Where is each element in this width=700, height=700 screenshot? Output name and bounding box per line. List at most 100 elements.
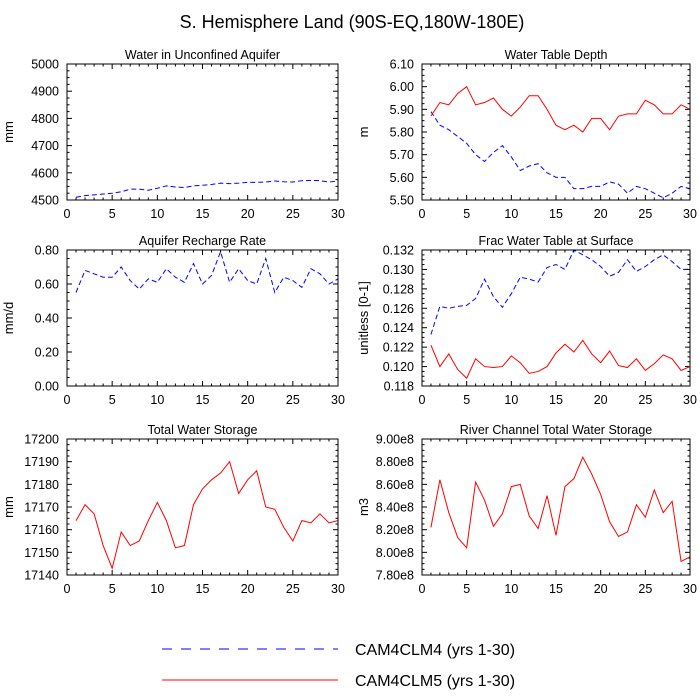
y-tick-label: 8.60e8 (376, 478, 414, 492)
y-tick-label: 6.10 (390, 58, 414, 72)
x-tick-label: 25 (286, 582, 300, 596)
y-tick-label: 5.80 (390, 126, 414, 140)
y-tick-label: 17150 (24, 546, 59, 560)
x-tick-label: 0 (419, 207, 426, 221)
x-tick-label: 15 (196, 207, 210, 221)
x-tick-label: 0 (64, 582, 71, 596)
figure-title: S. Hemisphere Land (90S-EQ,180W-180E) (180, 12, 525, 32)
y-tick-label: 4500 (31, 194, 59, 208)
x-tick-label: 10 (150, 393, 164, 407)
series-line-cam4clm5 (430, 85, 691, 133)
series-line-cam4clm4 (430, 249, 690, 335)
x-tick-label: 30 (683, 582, 697, 596)
x-tick-label: 20 (594, 207, 608, 221)
y-tick-label: 8.20e8 (376, 523, 414, 537)
y-tick-label: 5.50 (390, 194, 414, 208)
y-axis-label: m (356, 127, 371, 138)
y-tick-label: 0.126 (383, 302, 414, 316)
x-tick-label: 20 (241, 207, 255, 221)
x-tick-label: 5 (463, 393, 470, 407)
x-tick-label: 20 (594, 582, 608, 596)
x-tick-label: 30 (331, 207, 345, 221)
x-tick-label: 5 (109, 393, 116, 407)
y-tick-label: 8.00e8 (376, 546, 414, 560)
panel-title: River Channel Total Water Storage (460, 423, 653, 437)
y-tick-label: 7.80e8 (376, 569, 414, 583)
panel-water-table-depth: Water Table Depth m 0 5 10 15 20 25 30 5.50 5.60 5.… (356, 48, 697, 221)
panel-frac-water-table-at-surface: Frac Water Table at Surface unitless [0-1… (356, 234, 697, 407)
plot-frame (66, 63, 339, 201)
x-tick-label: 30 (331, 393, 345, 407)
panel-title: Total Water Storage (147, 423, 257, 437)
panel-title: Water Table Depth (505, 48, 608, 62)
x-tick-label: 15 (549, 207, 563, 221)
panel-aquifer-recharge-rate: Aquifer Recharge Rate mm/d 0 5 10 15 20 25 30 0.0… (1, 234, 345, 407)
x-tick-label: 5 (109, 207, 116, 221)
x-tick-label: 10 (504, 393, 518, 407)
legend-label-cam4clm4: CAM4CLM4 (yrs 1-30) (355, 642, 515, 659)
x-tick-label: 0 (419, 582, 426, 596)
x-tick-label: 5 (109, 582, 116, 596)
plot-frame (66, 438, 339, 576)
y-tick-label: 0.118 (384, 380, 414, 394)
y-tick-label: 17160 (24, 523, 59, 537)
x-tick-label: 0 (64, 393, 71, 407)
panel-water-in-unconfined-aquifer: Water in Unconfined Aquifer mm 0 5 10 15 20 25 3… (1, 48, 345, 221)
x-tick-label: 10 (504, 207, 518, 221)
y-axis-label: unitless [0-1] (356, 281, 371, 355)
y-tick-label: 5.70 (390, 148, 414, 162)
y-tick-label: 0.40 (35, 312, 59, 326)
y-tick-label: 0.130 (383, 263, 414, 277)
x-tick-label: 15 (196, 393, 210, 407)
y-tick-label: 17180 (24, 478, 59, 492)
plot-frame (421, 438, 691, 576)
y-tick-label: 0.20 (35, 346, 59, 360)
x-tick-label: 25 (638, 207, 652, 221)
plot-frame (421, 249, 691, 387)
x-tick-label: 15 (549, 393, 563, 407)
y-tick-label: 17190 (24, 455, 59, 469)
y-tick-label: 0.00 (35, 380, 59, 394)
y-tick-label: 4600 (31, 166, 59, 180)
x-tick-label: 10 (150, 207, 164, 221)
x-tick-label: 25 (286, 393, 300, 407)
y-tick-label: 8.80e8 (376, 455, 414, 469)
series-line-cam4clm4 (75, 250, 339, 294)
y-tick-label: 9.00e8 (376, 433, 414, 447)
series-line-cam4clm5 (75, 460, 339, 570)
x-tick-label: 30 (683, 207, 697, 221)
x-tick-label: 10 (504, 582, 518, 596)
series-line-cam4clm5 (430, 455, 691, 563)
y-axis-label: mm (1, 121, 16, 143)
x-tick-label: 5 (463, 207, 470, 221)
legend: CAM4CLM4 (yrs 1-30) CAM4CLM5 (yrs 1-30) (162, 642, 515, 690)
panels-group: Water in Unconfined Aquifer mm 0 5 10 15 20 25 3… (1, 48, 697, 596)
x-tick-label: 10 (150, 582, 164, 596)
y-tick-label: 5.60 (390, 171, 414, 185)
y-tick-label: 17140 (24, 569, 59, 583)
panel-title: Aquifer Recharge Rate (139, 234, 266, 248)
x-tick-label: 20 (594, 393, 608, 407)
series-line-cam4clm5 (430, 339, 691, 380)
y-tick-label: 5000 (31, 58, 59, 72)
panel-title: Water in Unconfined Aquifer (125, 48, 280, 62)
y-tick-label: 0.120 (383, 360, 414, 374)
y-tick-label: 8.40e8 (376, 501, 414, 515)
y-axis-label: mm (1, 496, 16, 518)
panel-total-water-storage: Total Water Storage mm 0 5 10 15 20 25 30 17140 17… (1, 423, 345, 596)
x-tick-label: 0 (419, 393, 426, 407)
x-tick-label: 25 (638, 582, 652, 596)
y-tick-label: 17170 (24, 501, 59, 515)
panel-title: Frac Water Table at Surface (479, 234, 634, 248)
x-tick-label: 0 (64, 207, 71, 221)
series-line-cam4clm4 (430, 111, 691, 199)
x-tick-label: 25 (286, 207, 300, 221)
series-line-cam4clm4 (75, 179, 339, 198)
y-tick-label: 0.80 (35, 244, 59, 258)
y-axis-label: m3 (356, 498, 371, 516)
x-tick-label: 25 (638, 393, 652, 407)
y-tick-label: 17200 (24, 433, 59, 447)
plot-frame (66, 249, 339, 387)
panel-river-channel-total-water-storage: River Channel Total Water Storage m3 0 5 10 1… (356, 423, 697, 596)
x-tick-label: 20 (241, 393, 255, 407)
